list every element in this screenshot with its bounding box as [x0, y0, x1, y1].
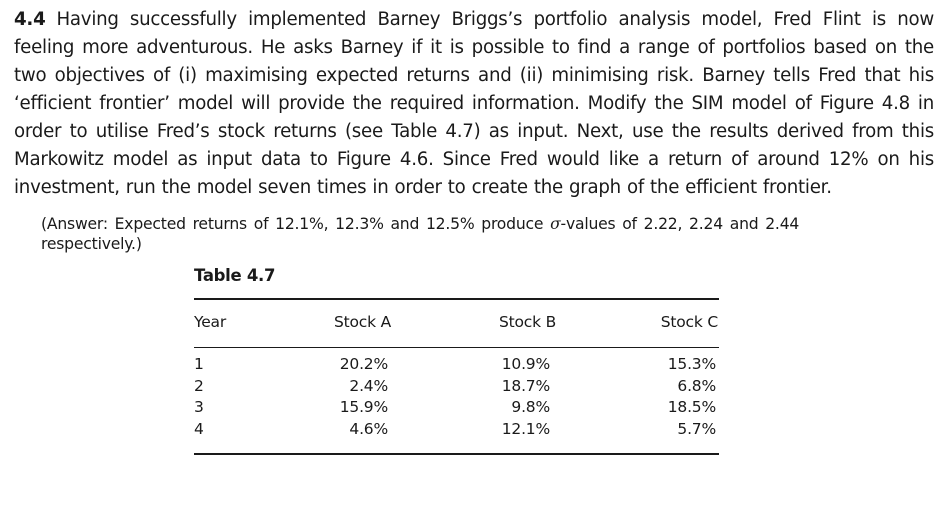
cell-stock-c: 5.7% — [677, 419, 716, 438]
cell-stock-a: 15.9% — [339, 398, 388, 416]
cell-year: 3 — [194, 398, 204, 416]
exercise-number: 4.4 — [14, 9, 46, 30]
table-body: 1 20.2% 10.9% 15.3% 2 2.4% 18.7% 6.8% 3 … — [194, 348, 719, 453]
cell-year: 1 — [194, 355, 204, 373]
cell-year: 2 — [194, 376, 204, 395]
table-row: 2 2.4% 18.7% 6.8% — [194, 377, 719, 399]
cell-stock-c: 6.8% — [677, 376, 716, 395]
header-stock-c: Stock C — [660, 313, 718, 331]
answer-text-start: (Answer: Expected returns of 12.1%, 12.3… — [41, 215, 551, 233]
cell-stock-c: 15.3% — [667, 355, 716, 373]
stock-returns-table: Year Stock A Stock B Stock C 1 20.2% 10.… — [194, 298, 719, 455]
header-stock-a: Stock A — [334, 313, 392, 331]
cell-stock-b: 18.7% — [501, 376, 550, 395]
cell-stock-a: 20.2% — [339, 355, 388, 373]
answer-text-end: -values of 2.22, 2.24 and 2.44 respectiv… — [41, 215, 800, 253]
cell-stock-a: 2.4% — [349, 376, 388, 395]
header-stock-b: Stock B — [499, 313, 557, 331]
exercise-text: Having successfully implemented Barney B… — [14, 9, 934, 198]
header-year: Year — [194, 313, 227, 331]
table-top-rule — [194, 298, 719, 300]
cell-stock-b: 12.1% — [501, 419, 550, 438]
table-header-rule — [194, 347, 719, 348]
table-row: 1 20.2% 10.9% 15.3% — [194, 355, 719, 377]
cell-stock-b: 10.9% — [501, 355, 550, 373]
cell-stock-b: 9.8% — [511, 398, 550, 416]
cell-stock-c: 18.5% — [667, 398, 716, 416]
table-caption: Table 4.7 — [194, 266, 276, 285]
answer-note: (Answer: Expected returns of 12.1%, 12.3… — [41, 214, 901, 254]
table-header-row: Year Stock A Stock B Stock C — [194, 300, 719, 347]
table-bottom-rule — [194, 453, 719, 455]
exercise-paragraph: 4.4 Having successfully implemented Barne… — [14, 6, 934, 202]
table-row: 4 4.6% 12.1% 5.7% — [194, 420, 719, 442]
cell-stock-a: 4.6% — [349, 419, 388, 438]
table-row: 3 15.9% 9.8% 18.5% — [194, 398, 719, 420]
cell-year: 4 — [194, 419, 204, 438]
sigma-symbol: σ — [550, 215, 561, 233]
